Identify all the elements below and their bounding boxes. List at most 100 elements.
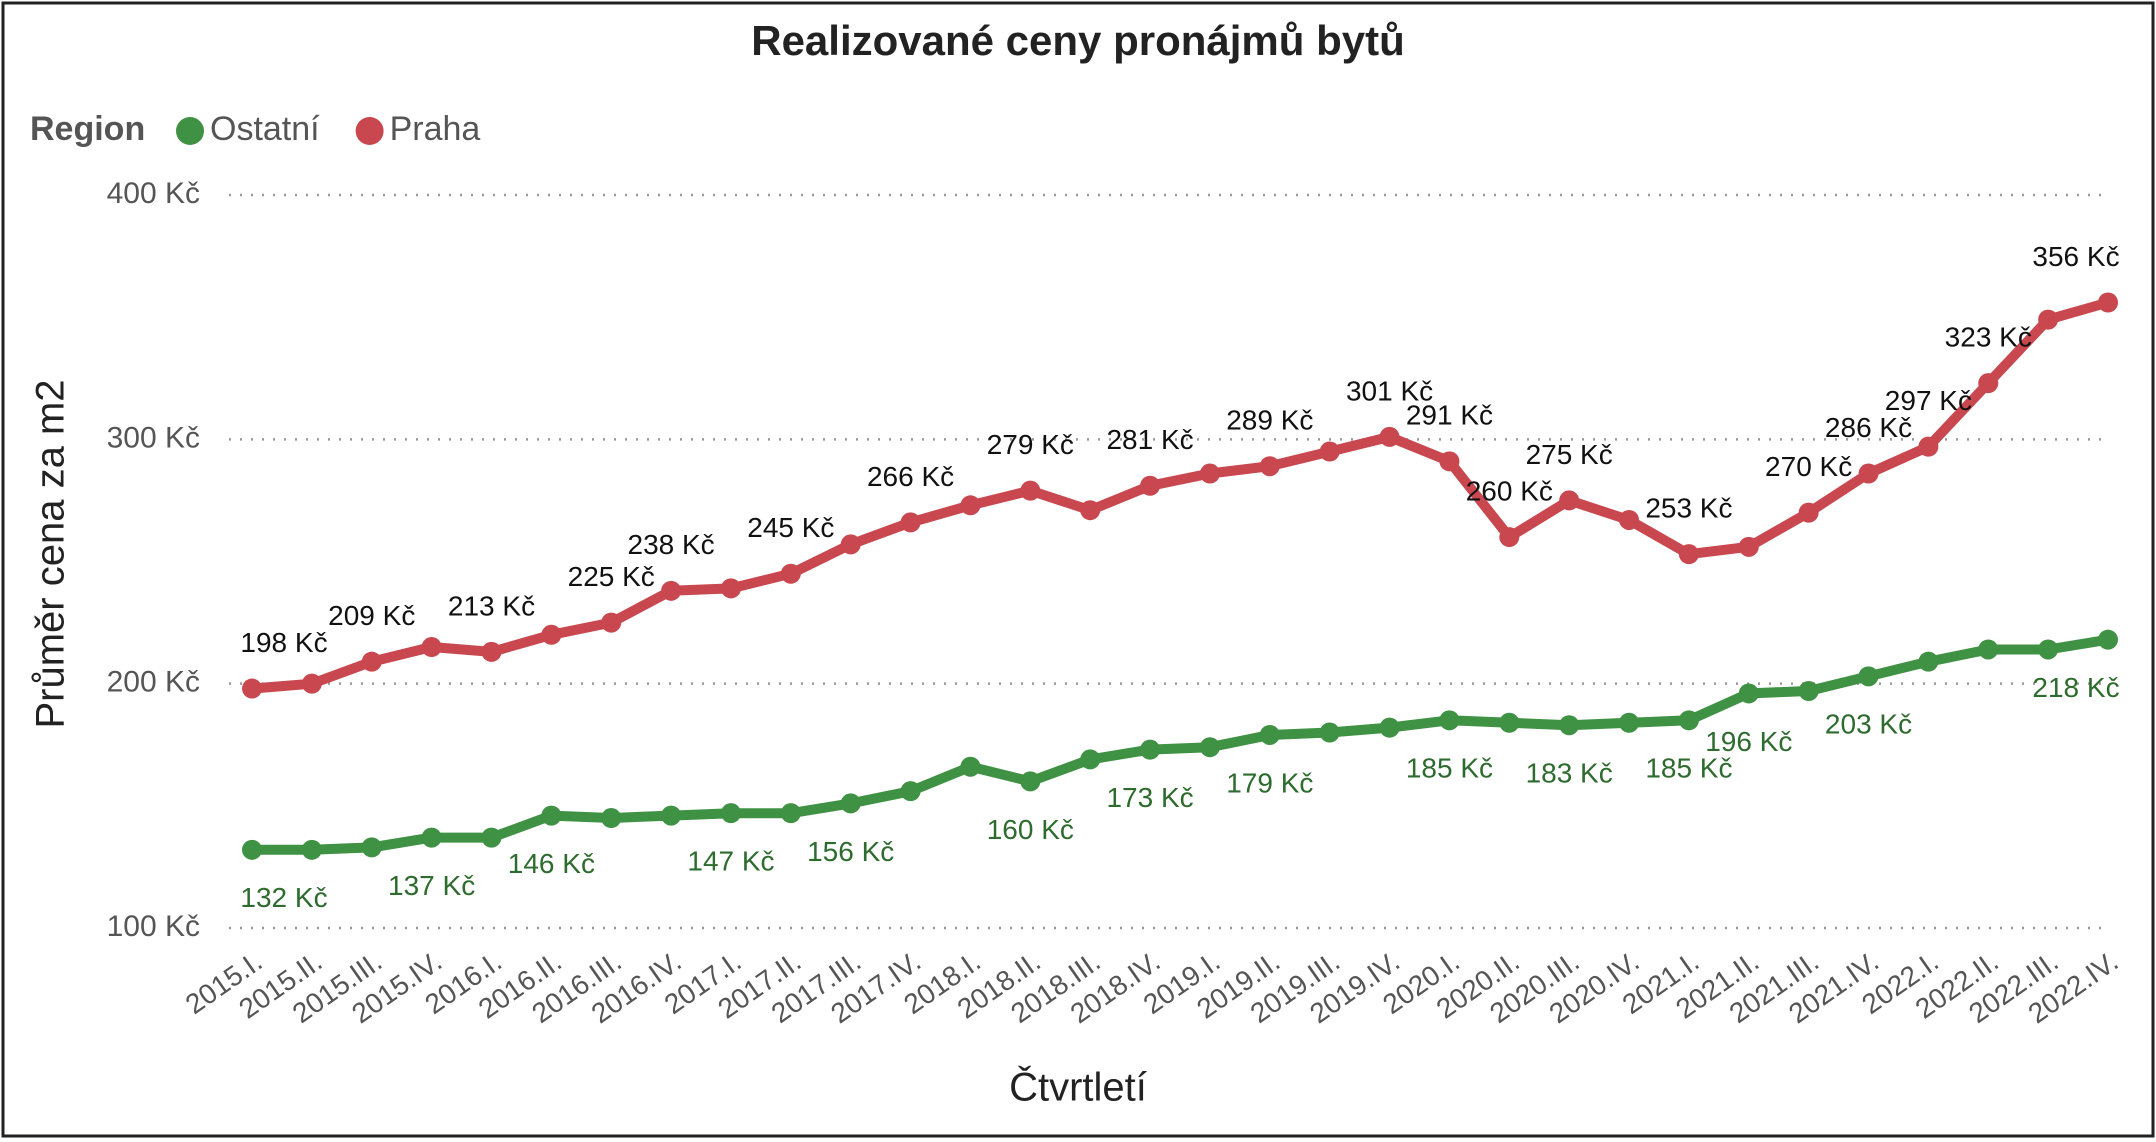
data-point <box>242 839 262 860</box>
data-point <box>960 495 981 516</box>
data-point <box>361 837 382 858</box>
data-label: 198 Kč <box>240 627 327 658</box>
data-label: 266 Kč <box>867 461 954 492</box>
data-point <box>2038 309 2059 330</box>
data-label: 245 Kč <box>747 512 834 543</box>
legend-marker <box>176 117 204 145</box>
data-point <box>1140 475 1161 496</box>
data-point <box>2098 292 2118 313</box>
data-label: 286 Kč <box>1825 412 1912 443</box>
data-point <box>361 651 382 672</box>
data-point <box>481 641 502 662</box>
data-point <box>301 839 322 860</box>
data-point <box>1379 717 1400 738</box>
data-point <box>1978 639 1999 660</box>
data-point <box>840 793 861 814</box>
data-point <box>1738 683 1759 704</box>
data-point <box>1858 463 1879 484</box>
data-label: 137 Kč <box>388 870 475 901</box>
data-label: 281 Kč <box>1106 424 1193 455</box>
data-label: 297 Kč <box>1885 385 1972 416</box>
y-axis-title: Průměr cena za m2 <box>29 379 73 728</box>
data-label: 196 Kč <box>1705 726 1792 757</box>
data-point <box>541 805 562 826</box>
data-point <box>1499 712 1520 733</box>
legend-marker <box>355 117 384 145</box>
data-label: 291 Kč <box>1406 400 1493 431</box>
data-point <box>720 578 741 599</box>
data-point <box>1319 722 1340 743</box>
data-point <box>1798 680 1819 701</box>
data-point <box>1918 651 1939 672</box>
data-point <box>960 756 981 777</box>
data-point <box>1080 749 1101 770</box>
data-label: 289 Kč <box>1226 405 1313 436</box>
data-point <box>1199 463 1220 484</box>
data-point <box>1738 536 1759 557</box>
legend-title: Region <box>30 110 145 148</box>
data-point <box>661 805 682 826</box>
data-label: 301 Kč <box>1346 375 1433 406</box>
data-point <box>900 781 921 802</box>
data-point <box>1379 426 1400 447</box>
data-point <box>601 612 622 633</box>
data-point <box>481 827 502 848</box>
data-label: 156 Kč <box>807 836 894 867</box>
data-label: 209 Kč <box>328 600 415 631</box>
data-point <box>1798 502 1819 523</box>
data-point <box>1020 771 1041 792</box>
data-point <box>1678 544 1699 565</box>
data-point <box>1619 712 1640 733</box>
data-label: 323 Kč <box>1945 322 2032 353</box>
series-line <box>252 634 2109 855</box>
series-line <box>251 297 2110 694</box>
x-axis-title: Čtvrtletí <box>1009 1065 1147 1110</box>
data-point <box>301 673 322 694</box>
data-label: 132 Kč <box>240 882 327 913</box>
data-label: 173 Kč <box>1106 782 1193 813</box>
data-point <box>1678 710 1699 731</box>
y-tick-label: 300 Kč <box>107 421 200 454</box>
data-point <box>1918 436 1939 457</box>
data-label: 260 Kč <box>1466 475 1553 506</box>
y-tick-label: 400 Kč <box>107 177 200 210</box>
data-label: 253 Kč <box>1645 493 1732 524</box>
data-label: 185 Kč <box>1406 753 1493 784</box>
data-point <box>661 580 682 601</box>
data-label: 203 Kč <box>1825 709 1912 740</box>
data-point <box>242 678 262 699</box>
y-tick-label: 200 Kč <box>107 666 200 699</box>
data-label: 279 Kč <box>987 429 1074 460</box>
data-point <box>1439 710 1460 731</box>
data-point <box>541 624 562 645</box>
data-label: 160 Kč <box>987 814 1074 845</box>
data-point <box>840 534 861 555</box>
data-label: 356 Kč <box>2032 241 2119 272</box>
data-point <box>1439 451 1460 472</box>
data-label: 147 Kč <box>687 846 774 877</box>
data-point <box>2038 639 2059 660</box>
data-label: 218 Kč <box>2032 672 2119 703</box>
data-point <box>1259 456 1280 477</box>
data-point <box>1020 480 1041 501</box>
data-label: 225 Kč <box>568 561 655 592</box>
data-point <box>780 563 801 584</box>
data-label: 213 Kč <box>448 590 535 621</box>
data-point <box>1140 739 1161 760</box>
data-point <box>421 827 442 848</box>
data-label: 179 Kč <box>1226 767 1313 798</box>
data-point <box>1080 500 1101 521</box>
data-point <box>1199 737 1220 758</box>
chart-title: Realizované ceny pronájmů bytů <box>751 17 1405 64</box>
data-point <box>1858 666 1879 687</box>
data-point <box>2098 629 2118 650</box>
data-point <box>1978 373 1999 394</box>
data-point <box>601 808 622 829</box>
data-point <box>1499 527 1520 548</box>
data-label: 238 Kč <box>628 529 715 560</box>
data-point <box>900 512 921 533</box>
data-point <box>1619 509 1640 530</box>
legend-label: Ostatní <box>210 110 320 148</box>
data-label: 183 Kč <box>1526 758 1613 789</box>
